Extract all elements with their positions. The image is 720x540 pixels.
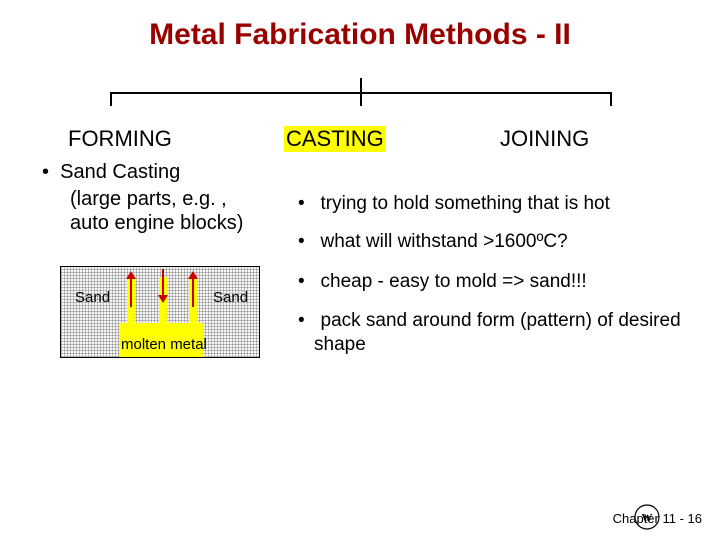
arrow-head-icon <box>188 271 198 279</box>
arrow-shaft <box>192 279 194 307</box>
bullet-pack-text: pack sand around form (pattern) of desir… <box>314 310 681 355</box>
sand-casting-diagram: Sand Sand molten metal <box>60 266 260 358</box>
arrow-up-left <box>126 271 136 305</box>
bullet-temp-text: what will withstand >1600ºC? <box>321 231 568 252</box>
bullet-pack: • pack sand around form (pattern) of des… <box>292 309 702 357</box>
bullet-temp: • what will withstand >1600ºC? <box>292 230 702 254</box>
category-casting: CASTING <box>284 126 386 152</box>
sand-casting-bullet: • Sand Casting <box>40 160 280 185</box>
arrow-up-right <box>188 271 198 305</box>
right-column: • trying to hold something that is hot •… <box>292 192 702 373</box>
category-forming: FORMING <box>68 126 172 152</box>
arrow-down-middle <box>158 269 168 303</box>
tree-drop-joining <box>610 92 612 106</box>
slide-title: Metal Fabrication Methods - II <box>0 0 720 52</box>
sprue-left <box>127 279 135 323</box>
sprue-right <box>189 279 197 323</box>
arrow-shaft <box>162 269 164 297</box>
bullet-cheap-text: cheap - easy to mold => sand!!! <box>321 271 587 292</box>
sprue-middle <box>159 277 167 323</box>
bullet-hot: • trying to hold something that is hot <box>292 192 702 216</box>
tree-drop-forming <box>110 92 112 106</box>
molten-metal-label: molten metal <box>121 336 207 353</box>
tree-drop-casting <box>360 92 362 106</box>
sand-label-right: Sand <box>213 289 248 306</box>
left-column: • Sand Casting (large parts, e.g. , auto… <box>40 160 280 235</box>
arrow-head-icon <box>158 295 168 303</box>
slide-footer: Chapter 11 - 16 <box>613 511 702 526</box>
category-joining: JOINING <box>500 126 589 152</box>
bullet-cheap: • cheap - easy to mold => sand!!! <box>292 270 702 294</box>
tree-top-stem <box>360 78 362 92</box>
footer-chapter: Chapter 11 - <box>613 511 684 526</box>
sand-casting-detail-2: auto engine blocks) <box>40 211 280 235</box>
sand-casting-heading: Sand Casting <box>60 161 180 183</box>
footer-page: 16 <box>688 511 702 526</box>
sand-label-left: Sand <box>75 289 110 306</box>
arrow-shaft <box>130 279 132 307</box>
arrow-head-icon <box>126 271 136 279</box>
sand-casting-detail-1: (large parts, e.g. , <box>40 187 280 211</box>
bullet-hot-text: trying to hold something that is hot <box>321 193 610 214</box>
category-tree <box>50 78 670 123</box>
